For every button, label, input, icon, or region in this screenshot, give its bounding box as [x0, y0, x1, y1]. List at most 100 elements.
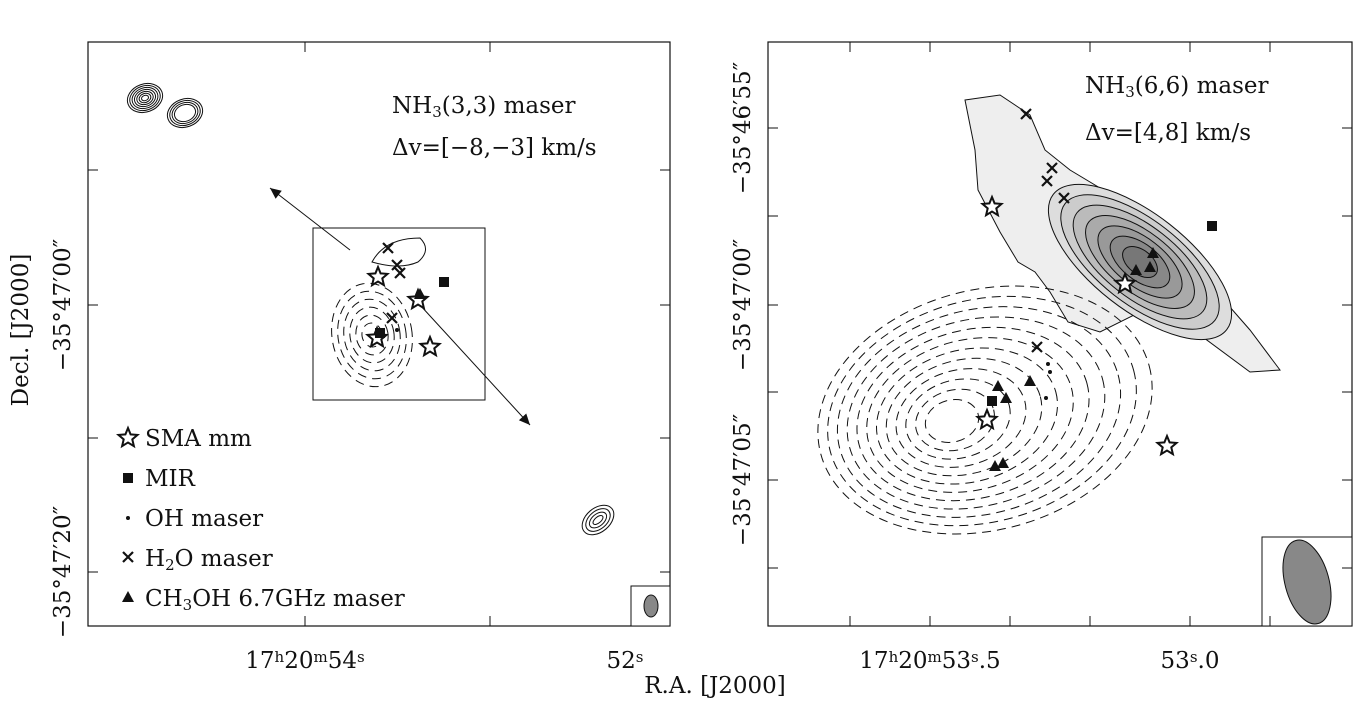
contour [169, 99, 201, 127]
text-part: 17 [245, 648, 274, 674]
ch3oh-triangle [1147, 247, 1159, 258]
arrow [269, 187, 351, 251]
mir-square [123, 473, 133, 483]
text-part: CH [145, 586, 183, 612]
sma-star [1113, 271, 1137, 295]
contour [895, 368, 1027, 468]
text-part: .5 [979, 648, 1001, 674]
x-axis-label: R.A. [J2000] [644, 673, 786, 699]
contour [131, 86, 159, 110]
contour [1282, 539, 1332, 625]
ch3oh-triangle [1144, 261, 1156, 272]
oh-dot [395, 328, 399, 332]
text-part: OH maser [145, 506, 263, 532]
text-part: .0 [1198, 648, 1220, 674]
x-tick-label: 17h20m54s [245, 648, 364, 674]
arrow [419, 304, 531, 426]
legend-label: SMA mm [145, 426, 252, 452]
contour [588, 511, 608, 529]
h2o-cross [391, 259, 403, 271]
text-part: O maser [175, 546, 273, 572]
contour [836, 306, 1122, 518]
contour [171, 101, 199, 125]
sma-star [418, 334, 442, 358]
x-tick-label: 52s [607, 648, 644, 674]
ch3oh-triangle [414, 288, 426, 299]
ch3oh-triangle [1024, 375, 1036, 386]
panel-title: NH3(6,6) maser [1085, 73, 1269, 101]
contour [915, 388, 995, 452]
text-part: s [357, 648, 365, 666]
text-part: h [275, 648, 285, 666]
mir-square [375, 328, 385, 338]
contour [349, 306, 395, 364]
contour [856, 326, 1090, 502]
text-part: 2 [165, 556, 175, 574]
contour [138, 92, 152, 104]
legend-label: CH3OH 6.7GHz maser [145, 586, 405, 614]
oh-dot [1046, 362, 1050, 366]
contour [866, 337, 1074, 493]
text-part: (6,6) maser [1135, 73, 1269, 99]
text-part: H [145, 546, 165, 572]
text-part: 3 [1125, 83, 1135, 101]
map-layer [88, 42, 1353, 627]
right-frame [767, 41, 1353, 627]
text-part: 3 [183, 596, 193, 614]
text-part: m [928, 648, 942, 666]
contour [592, 515, 604, 525]
x-tick-label: 17h20m53s.5 [859, 648, 1000, 674]
text-part: h [889, 648, 899, 666]
contour [585, 508, 611, 532]
h2o-cross [386, 312, 398, 324]
contour [133, 88, 157, 108]
y-tick-label: −35°46′55″ [730, 61, 756, 194]
text-part: 20 [284, 648, 313, 674]
velocity-range: Δv=[4,8] km/s [1085, 120, 1251, 146]
text-part: OH 6.7GHz maser [192, 586, 405, 612]
y-tick-label: −35°47′00″ [730, 238, 756, 371]
text-part: NH [1085, 73, 1125, 99]
h2o-cross [1058, 192, 1070, 204]
oh-dot [1044, 396, 1048, 400]
legend-label: H2O maser [145, 546, 273, 574]
ch3oh-triangle [1130, 264, 1142, 275]
sma-star [980, 194, 1004, 218]
arrow-head [518, 413, 530, 425]
text-part: 3 [432, 103, 442, 121]
sma-star [116, 425, 140, 449]
contour [355, 314, 389, 356]
contour [924, 399, 980, 443]
h2o-cross [1020, 108, 1032, 120]
left-frame [87, 41, 671, 627]
contour [905, 378, 1011, 460]
text-part: 53 [942, 648, 971, 674]
contour [136, 90, 154, 106]
mir-square [1207, 221, 1217, 231]
mir-square [987, 396, 997, 406]
contour [173, 103, 197, 123]
sma-star [406, 287, 430, 311]
text-part: s [971, 648, 979, 666]
h2o-cross [1041, 175, 1053, 187]
arrow-head [270, 188, 282, 199]
y-tick-label: −35°47′20″ [50, 505, 76, 638]
h2o-cross [1046, 162, 1058, 174]
h2o-cross [394, 267, 406, 279]
ch3oh-triangle [992, 380, 1004, 391]
contour [876, 347, 1058, 485]
ch3oh-triangle [1000, 392, 1012, 403]
sma-star [1155, 433, 1179, 457]
contour [141, 94, 149, 102]
text-part: 54 [328, 648, 357, 674]
ch3oh-triangle [122, 591, 134, 602]
ch3oh-triangle [989, 460, 1001, 471]
sma-star [366, 264, 390, 288]
text-part: 17 [859, 648, 888, 674]
text-part: NH [392, 93, 432, 119]
text-part: SMA mm [145, 426, 252, 452]
text-part: MIR [145, 466, 196, 492]
contour [337, 290, 407, 380]
text-part: s [1190, 648, 1198, 666]
